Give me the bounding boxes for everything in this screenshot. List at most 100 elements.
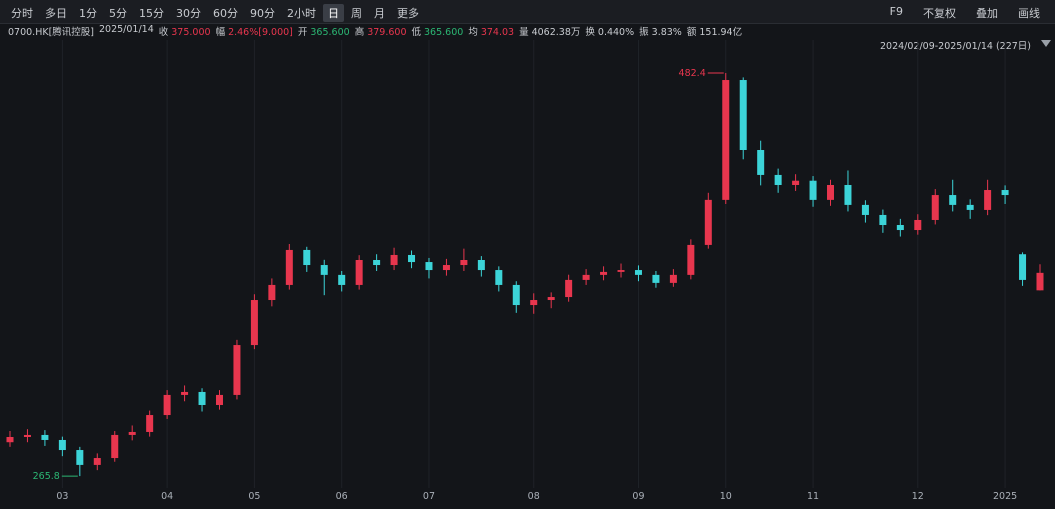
quote-item: 2025/01/14 <box>99 24 154 38</box>
candle-body <box>652 274 660 283</box>
quote-label: 低 <box>411 27 422 38</box>
period-tabs: 分时 多日 1分 5分 15分 30分 60分 90分 2小时日周月更多 <box>6 4 424 22</box>
x-tick-label: 07 <box>423 491 435 502</box>
quote-item: 换 0.440% <box>585 24 634 38</box>
candle-body <box>23 434 31 438</box>
quote-item: 额 151.94亿 <box>687 24 742 38</box>
candle-body <box>198 391 206 405</box>
candle-body <box>408 254 416 263</box>
x-tick-label: 11 <box>807 491 819 502</box>
candle-body <box>669 274 677 283</box>
period-tab[interactable]: 更多 <box>397 7 419 20</box>
candle-body <box>634 270 642 275</box>
period-tab[interactable]: 分时 <box>11 7 33 20</box>
max-label: 482.4 <box>679 68 706 79</box>
candle-body <box>844 184 852 205</box>
quote-item: 振 3.83% <box>639 24 682 38</box>
tool-button[interactable]: 不复权 <box>923 7 956 20</box>
candle-body <box>879 214 887 226</box>
candle-body <box>355 259 363 285</box>
quote-value: 379.600 <box>367 27 407 38</box>
candle-body <box>949 195 957 205</box>
candle-body <box>215 394 223 405</box>
range-dropdown[interactable] <box>1041 40 1051 47</box>
x-tick-label: 05 <box>248 491 260 502</box>
quote-item: 开 365.600 <box>298 24 350 38</box>
quote-item: 幅 2.46%[9.000] <box>216 24 293 38</box>
candle-body <box>460 259 468 266</box>
quote-item: 0700.HK[腾讯控股] <box>8 24 94 38</box>
period-tab[interactable]: 5分 <box>109 7 127 20</box>
candle-body <box>809 180 817 200</box>
period-tab[interactable]: 月 <box>374 7 385 20</box>
period-tab[interactable]: 2小时 <box>287 7 316 20</box>
candle-body <box>233 345 241 395</box>
period-tab[interactable]: 周 <box>351 7 362 20</box>
period-tab[interactable]: 90分 <box>250 7 275 20</box>
tool-button[interactable]: F9 <box>889 5 903 18</box>
quote-item: 量 4062.38万 <box>519 24 580 38</box>
candle-body <box>146 415 154 432</box>
candle-body <box>774 174 782 185</box>
candle-body <box>896 225 904 231</box>
period-tab[interactable]: 1分 <box>79 7 97 20</box>
candle-body <box>512 284 520 306</box>
quote-label: 开 <box>297 27 308 38</box>
candle-body <box>565 279 573 298</box>
candle-body <box>250 300 258 346</box>
candle-body <box>582 274 590 280</box>
candle-body <box>425 262 433 271</box>
quote-value: 374.03 <box>480 27 515 38</box>
candle-body <box>76 450 84 465</box>
quote-item: 收 375.000 <box>159 24 211 38</box>
min-label: 265.8 <box>33 471 60 482</box>
candle-body <box>757 149 765 175</box>
candle-body <box>390 254 398 266</box>
candle-body <box>128 431 136 435</box>
range-label: 2024/02/09-2025/01/14 (227日) <box>879 41 1031 52</box>
candle-body <box>303 249 311 266</box>
candle-body <box>495 270 503 285</box>
candle-body <box>111 434 119 459</box>
candle-body <box>827 184 835 200</box>
x-tick-label: 06 <box>336 491 348 502</box>
candle-body <box>687 244 695 275</box>
quote-label: 均 <box>468 27 478 38</box>
candle-body <box>442 265 450 271</box>
x-tick-label: 10 <box>720 491 732 502</box>
candle-body <box>163 394 171 416</box>
period-tab[interactable]: 15分 <box>139 7 164 20</box>
candle-body <box>739 80 747 150</box>
period-tab[interactable]: 多日 <box>45 7 67 20</box>
candle-body <box>984 190 992 210</box>
quote-label: 0700.HK[腾讯控股] <box>8 27 94 38</box>
x-tick-label: 12 <box>912 491 924 502</box>
period-tab[interactable]: 60分 <box>213 7 238 20</box>
toolbar: 分时 多日 1分 5分 15分 30分 60分 90分 2小时日周月更多 F9 不复权 叠加 画线 <box>0 0 1055 24</box>
quote-label: 收 <box>158 27 169 38</box>
candle-body <box>6 437 14 443</box>
quote-value: 3.83% <box>651 27 682 38</box>
candle-body <box>617 270 625 272</box>
candle-body <box>547 297 555 301</box>
candle-body <box>58 439 66 451</box>
candle-body <box>792 180 800 185</box>
quote-label: 高 <box>354 27 365 38</box>
quote-value: 2.46%[9.000] <box>228 27 293 38</box>
x-tick-label: 09 <box>632 491 644 502</box>
quote-label: 额 <box>686 27 697 38</box>
x-tick-label: 04 <box>161 491 173 502</box>
period-tab[interactable]: 日 <box>323 4 344 22</box>
quote-label: 振 <box>639 27 649 38</box>
period-tab[interactable]: 30分 <box>176 7 201 20</box>
tool-button[interactable]: 画线 <box>1018 7 1040 20</box>
quote-item: 低 365.600 <box>412 24 464 38</box>
candle-body <box>722 80 730 200</box>
candle-body <box>41 434 49 440</box>
candle-body <box>1036 272 1044 291</box>
candle-body <box>931 195 939 220</box>
tool-button[interactable]: 叠加 <box>976 7 998 20</box>
quote-item: 高 379.600 <box>355 24 407 38</box>
